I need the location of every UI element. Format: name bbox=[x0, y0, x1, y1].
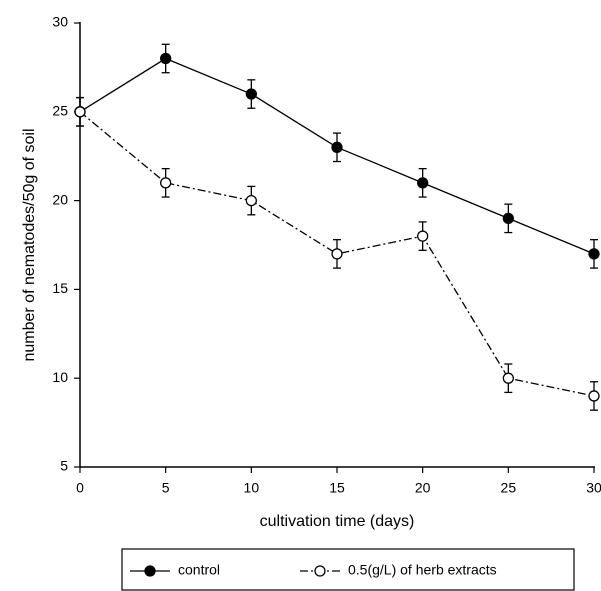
legend-marker bbox=[144, 565, 156, 577]
x-tick-label: 20 bbox=[415, 480, 431, 496]
marker bbox=[160, 52, 172, 65]
marker bbox=[502, 212, 514, 225]
marker bbox=[502, 372, 514, 384]
y-tick-label: 10 bbox=[52, 369, 68, 385]
legend-box bbox=[121, 548, 575, 591]
y-axis-title: number of nematodes/50g of soil bbox=[21, 128, 38, 361]
x-tick-label: 30 bbox=[586, 480, 601, 496]
marker bbox=[160, 177, 172, 189]
marker bbox=[245, 88, 257, 100]
legend-label: 0.5(g/L) of herb extracts bbox=[348, 562, 497, 578]
legend-marker bbox=[314, 565, 326, 577]
y-tick-label: 25 bbox=[52, 103, 68, 119]
marker bbox=[331, 248, 343, 260]
marker bbox=[588, 390, 600, 402]
x-tick-label: 25 bbox=[501, 480, 517, 496]
y-tick-label: 15 bbox=[52, 280, 68, 296]
marker bbox=[417, 230, 429, 242]
x-tick-label: 0 bbox=[76, 480, 84, 496]
x-axis-title: cultivation time (days) bbox=[260, 513, 415, 530]
legend-label: control bbox=[178, 562, 220, 578]
marker bbox=[74, 106, 86, 118]
y-tick-label: 20 bbox=[52, 191, 68, 207]
marker bbox=[245, 194, 257, 207]
x-tick-label: 10 bbox=[244, 480, 260, 496]
x-tick-label: 15 bbox=[329, 480, 345, 496]
y-tick-label: 5 bbox=[60, 458, 68, 474]
marker bbox=[588, 248, 600, 260]
y-tick-label: 30 bbox=[52, 14, 68, 30]
marker bbox=[331, 141, 343, 153]
x-tick-label: 5 bbox=[162, 480, 170, 496]
marker bbox=[417, 177, 429, 189]
